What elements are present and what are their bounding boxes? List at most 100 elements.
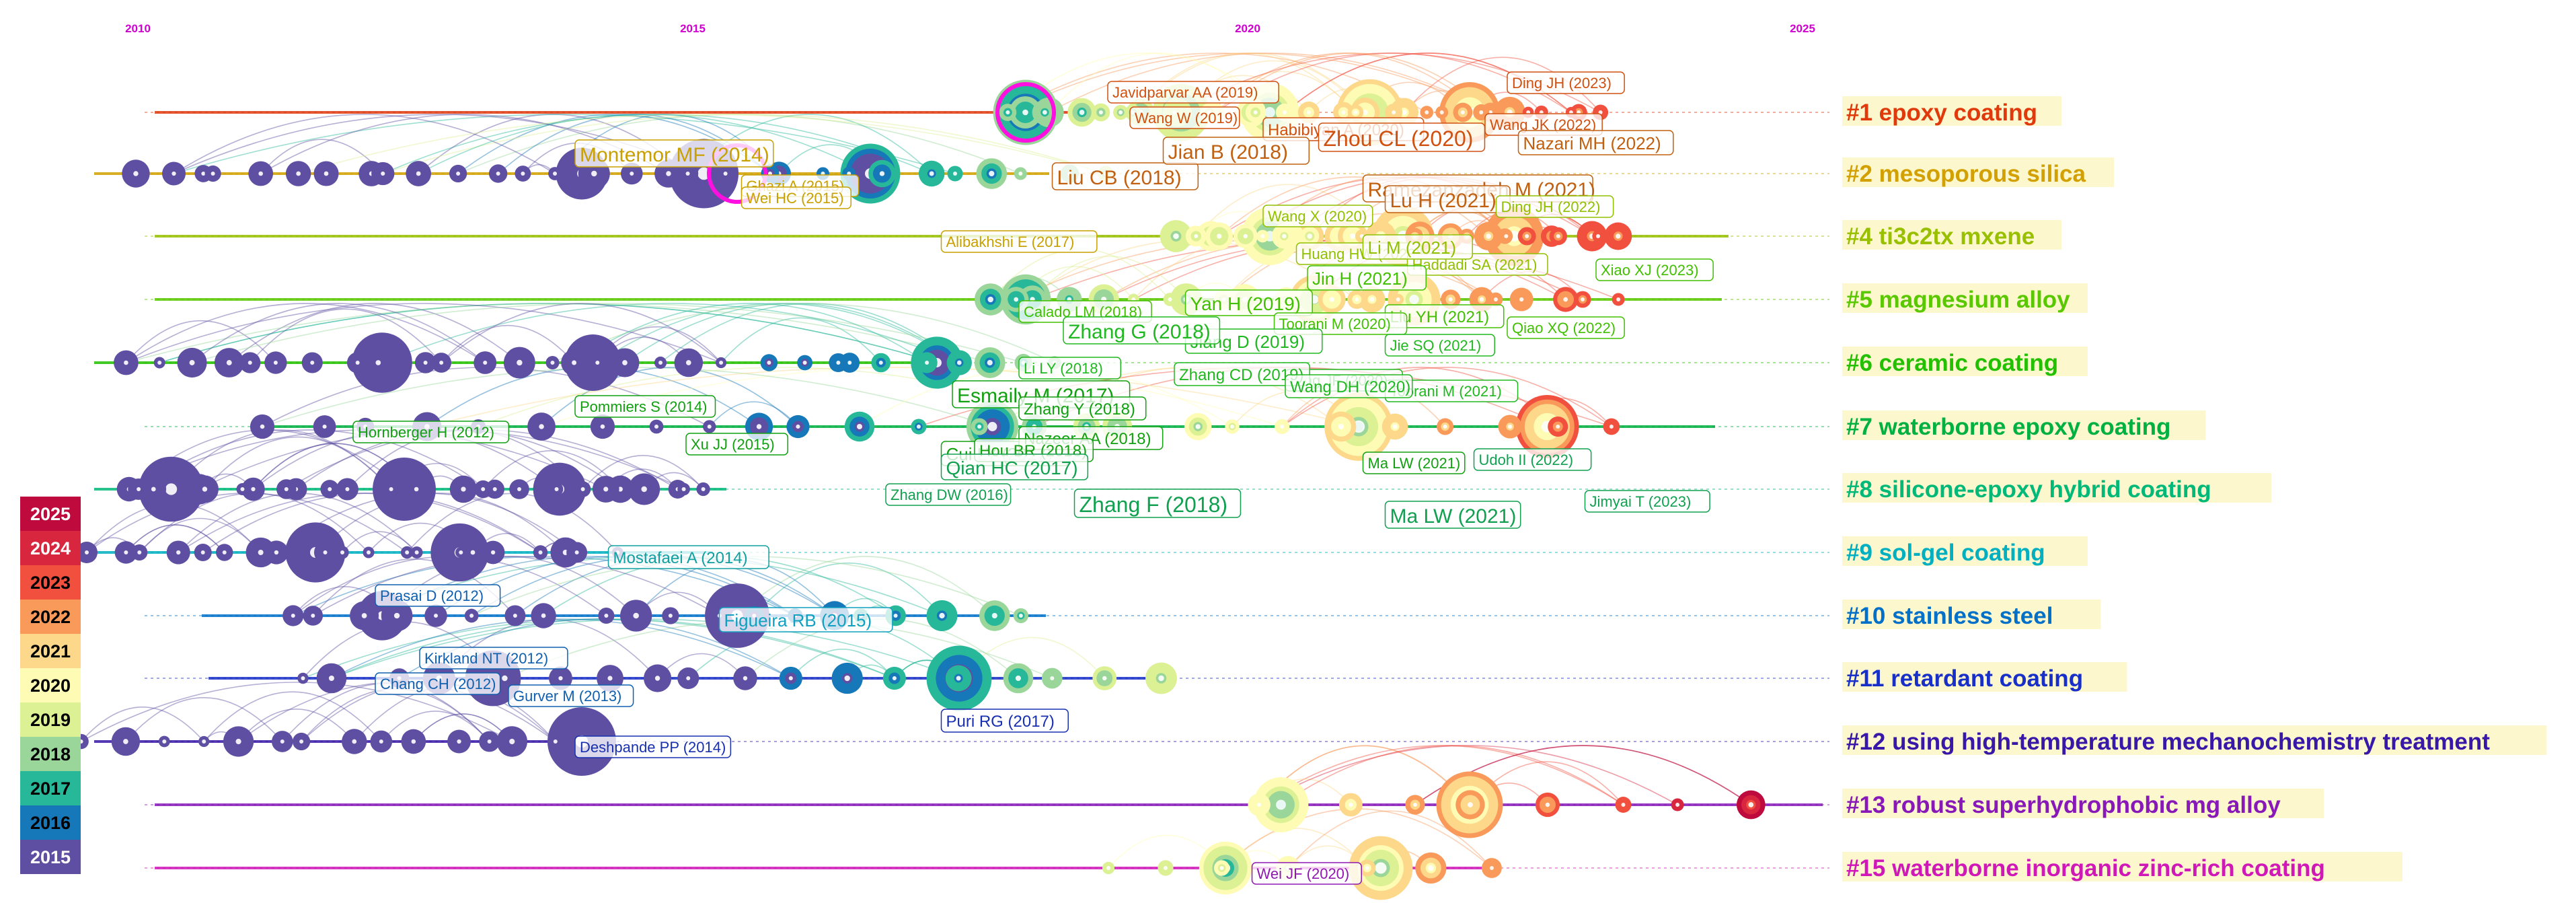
citation-node[interactable] (545, 356, 560, 369)
citation-node[interactable] (431, 353, 452, 373)
citation-node[interactable] (926, 600, 958, 631)
cluster-label-c4[interactable]: #4 ti3c2tx mxene (1842, 220, 2061, 250)
citation-node[interactable] (1517, 227, 1536, 246)
author-label[interactable]: Xu JJ (2015) (685, 433, 789, 456)
citation-node[interactable] (350, 601, 379, 630)
author-label[interactable]: Zhang CD (2019) (1174, 362, 1310, 386)
citation-node[interactable] (297, 672, 309, 684)
citation-node[interactable] (662, 607, 679, 624)
citation-node[interactable] (509, 479, 529, 499)
author-label[interactable]: Yan H (2019) (1184, 289, 1313, 316)
citation-node[interactable] (610, 348, 640, 377)
citation-node[interactable] (250, 414, 275, 439)
author-label[interactable]: Deshpande PP (2014) (574, 735, 732, 758)
citation-node[interactable] (414, 352, 437, 373)
author-label[interactable]: Zhang G (2018) (1063, 316, 1221, 345)
citation-node[interactable] (882, 666, 906, 690)
citation-node[interactable] (1160, 220, 1192, 252)
citation-node[interactable] (1158, 860, 1174, 876)
citation-node[interactable] (313, 541, 337, 564)
citation-node[interactable] (868, 159, 896, 188)
author-label[interactable]: Mostafaei A (2014) (607, 545, 769, 569)
citation-node[interactable] (1385, 104, 1403, 121)
citation-node[interactable] (1435, 106, 1449, 119)
cluster-label-c12[interactable]: #12 using high-temperature mechanochemis… (1842, 725, 2547, 755)
citation-node[interactable] (550, 482, 564, 496)
citation-node[interactable] (336, 478, 358, 501)
citation-node[interactable] (370, 730, 393, 753)
author-label[interactable]: Alibakhshi E (2017) (940, 230, 1098, 253)
citation-node[interactable] (1213, 860, 1230, 876)
citation-node[interactable] (1338, 793, 1363, 817)
author-label[interactable]: Prasai D (2012) (375, 584, 501, 607)
citation-node[interactable] (831, 662, 863, 694)
author-label[interactable]: Qian HC (2017) (940, 454, 1089, 480)
author-label[interactable]: Lu H (2021) (1384, 185, 1511, 213)
citation-node[interactable] (561, 349, 587, 376)
citation-node[interactable] (1102, 861, 1115, 875)
cluster-label-c2[interactable]: #2 mesoporous silica (1842, 157, 2114, 187)
citation-node[interactable] (1163, 293, 1177, 306)
citation-node[interactable] (547, 733, 564, 750)
citation-node[interactable] (1067, 98, 1096, 127)
citation-node[interactable] (1003, 663, 1034, 694)
citation-node[interactable] (1184, 412, 1212, 441)
citation-node[interactable] (715, 357, 727, 369)
citation-node[interactable] (404, 476, 429, 502)
citation-node[interactable] (1245, 102, 1266, 122)
citation-node[interactable] (1248, 793, 1271, 816)
citation-node[interactable] (473, 351, 497, 374)
author-label[interactable]: Wang W (2019) (1129, 106, 1240, 129)
author-label[interactable]: Ma LW (2021) (1384, 501, 1521, 529)
citation-node[interactable] (677, 163, 699, 184)
author-label[interactable]: Wang DH (2020) (1285, 374, 1413, 398)
citation-node[interactable] (449, 164, 467, 183)
author-label[interactable]: Xiao XJ (2023) (1595, 258, 1714, 281)
citation-node[interactable] (301, 352, 323, 373)
citation-node[interactable] (424, 604, 447, 627)
citation-node[interactable] (223, 726, 254, 757)
citation-node[interactable] (363, 546, 375, 558)
citation-node[interactable] (239, 352, 261, 373)
citation-node[interactable] (844, 411, 875, 442)
citation-node[interactable] (975, 283, 1007, 316)
citation-node[interactable] (114, 541, 138, 564)
citation-node[interactable] (406, 161, 431, 186)
citation-node[interactable] (1253, 777, 1309, 832)
author-label[interactable]: Wei JF (2020) (1251, 862, 1362, 885)
citation-node[interactable] (677, 667, 699, 690)
citation-node[interactable] (1225, 419, 1240, 434)
citation-node[interactable] (527, 412, 556, 441)
citation-node[interactable] (549, 666, 572, 690)
citation-node[interactable] (945, 665, 972, 692)
author-label[interactable]: Jie SQ (2021) (1384, 334, 1495, 357)
citation-node[interactable] (531, 603, 556, 628)
author-label[interactable]: Udoh II (2022) (1473, 448, 1592, 471)
author-label[interactable]: Kirkland NT (2012) (419, 647, 568, 670)
citation-node[interactable] (481, 540, 505, 565)
cluster-label-c6[interactable]: #6 ceramic coating (1842, 347, 2088, 376)
author-label[interactable]: Zhang Y (2018) (1018, 396, 1147, 421)
citation-node[interactable] (282, 605, 304, 626)
citation-node[interactable] (786, 414, 810, 439)
author-label[interactable]: Wei HC (2015) (741, 186, 851, 209)
author-label[interactable]: Qiao XQ (2022) (1507, 316, 1625, 339)
citation-node[interactable] (1671, 798, 1684, 811)
author-label[interactable]: Zhou CL (2020) (1318, 122, 1486, 152)
citation-node[interactable] (1256, 229, 1269, 243)
citation-node[interactable] (271, 731, 293, 752)
citation-node[interactable] (410, 546, 423, 558)
citation-node[interactable] (918, 160, 945, 187)
citation-node[interactable] (733, 666, 757, 690)
citation-node[interactable] (779, 666, 802, 690)
citation-node[interactable] (703, 420, 716, 433)
citation-node[interactable] (204, 165, 221, 182)
citation-node[interactable] (241, 477, 265, 501)
citation-node[interactable] (1604, 222, 1632, 250)
citation-node[interactable] (718, 166, 732, 181)
citation-node[interactable] (1592, 230, 1604, 242)
citation-node[interactable] (947, 166, 963, 182)
citation-node[interactable] (1347, 104, 1364, 120)
citation-node[interactable] (276, 479, 297, 499)
author-label[interactable]: Gurver M (2013) (508, 684, 634, 707)
